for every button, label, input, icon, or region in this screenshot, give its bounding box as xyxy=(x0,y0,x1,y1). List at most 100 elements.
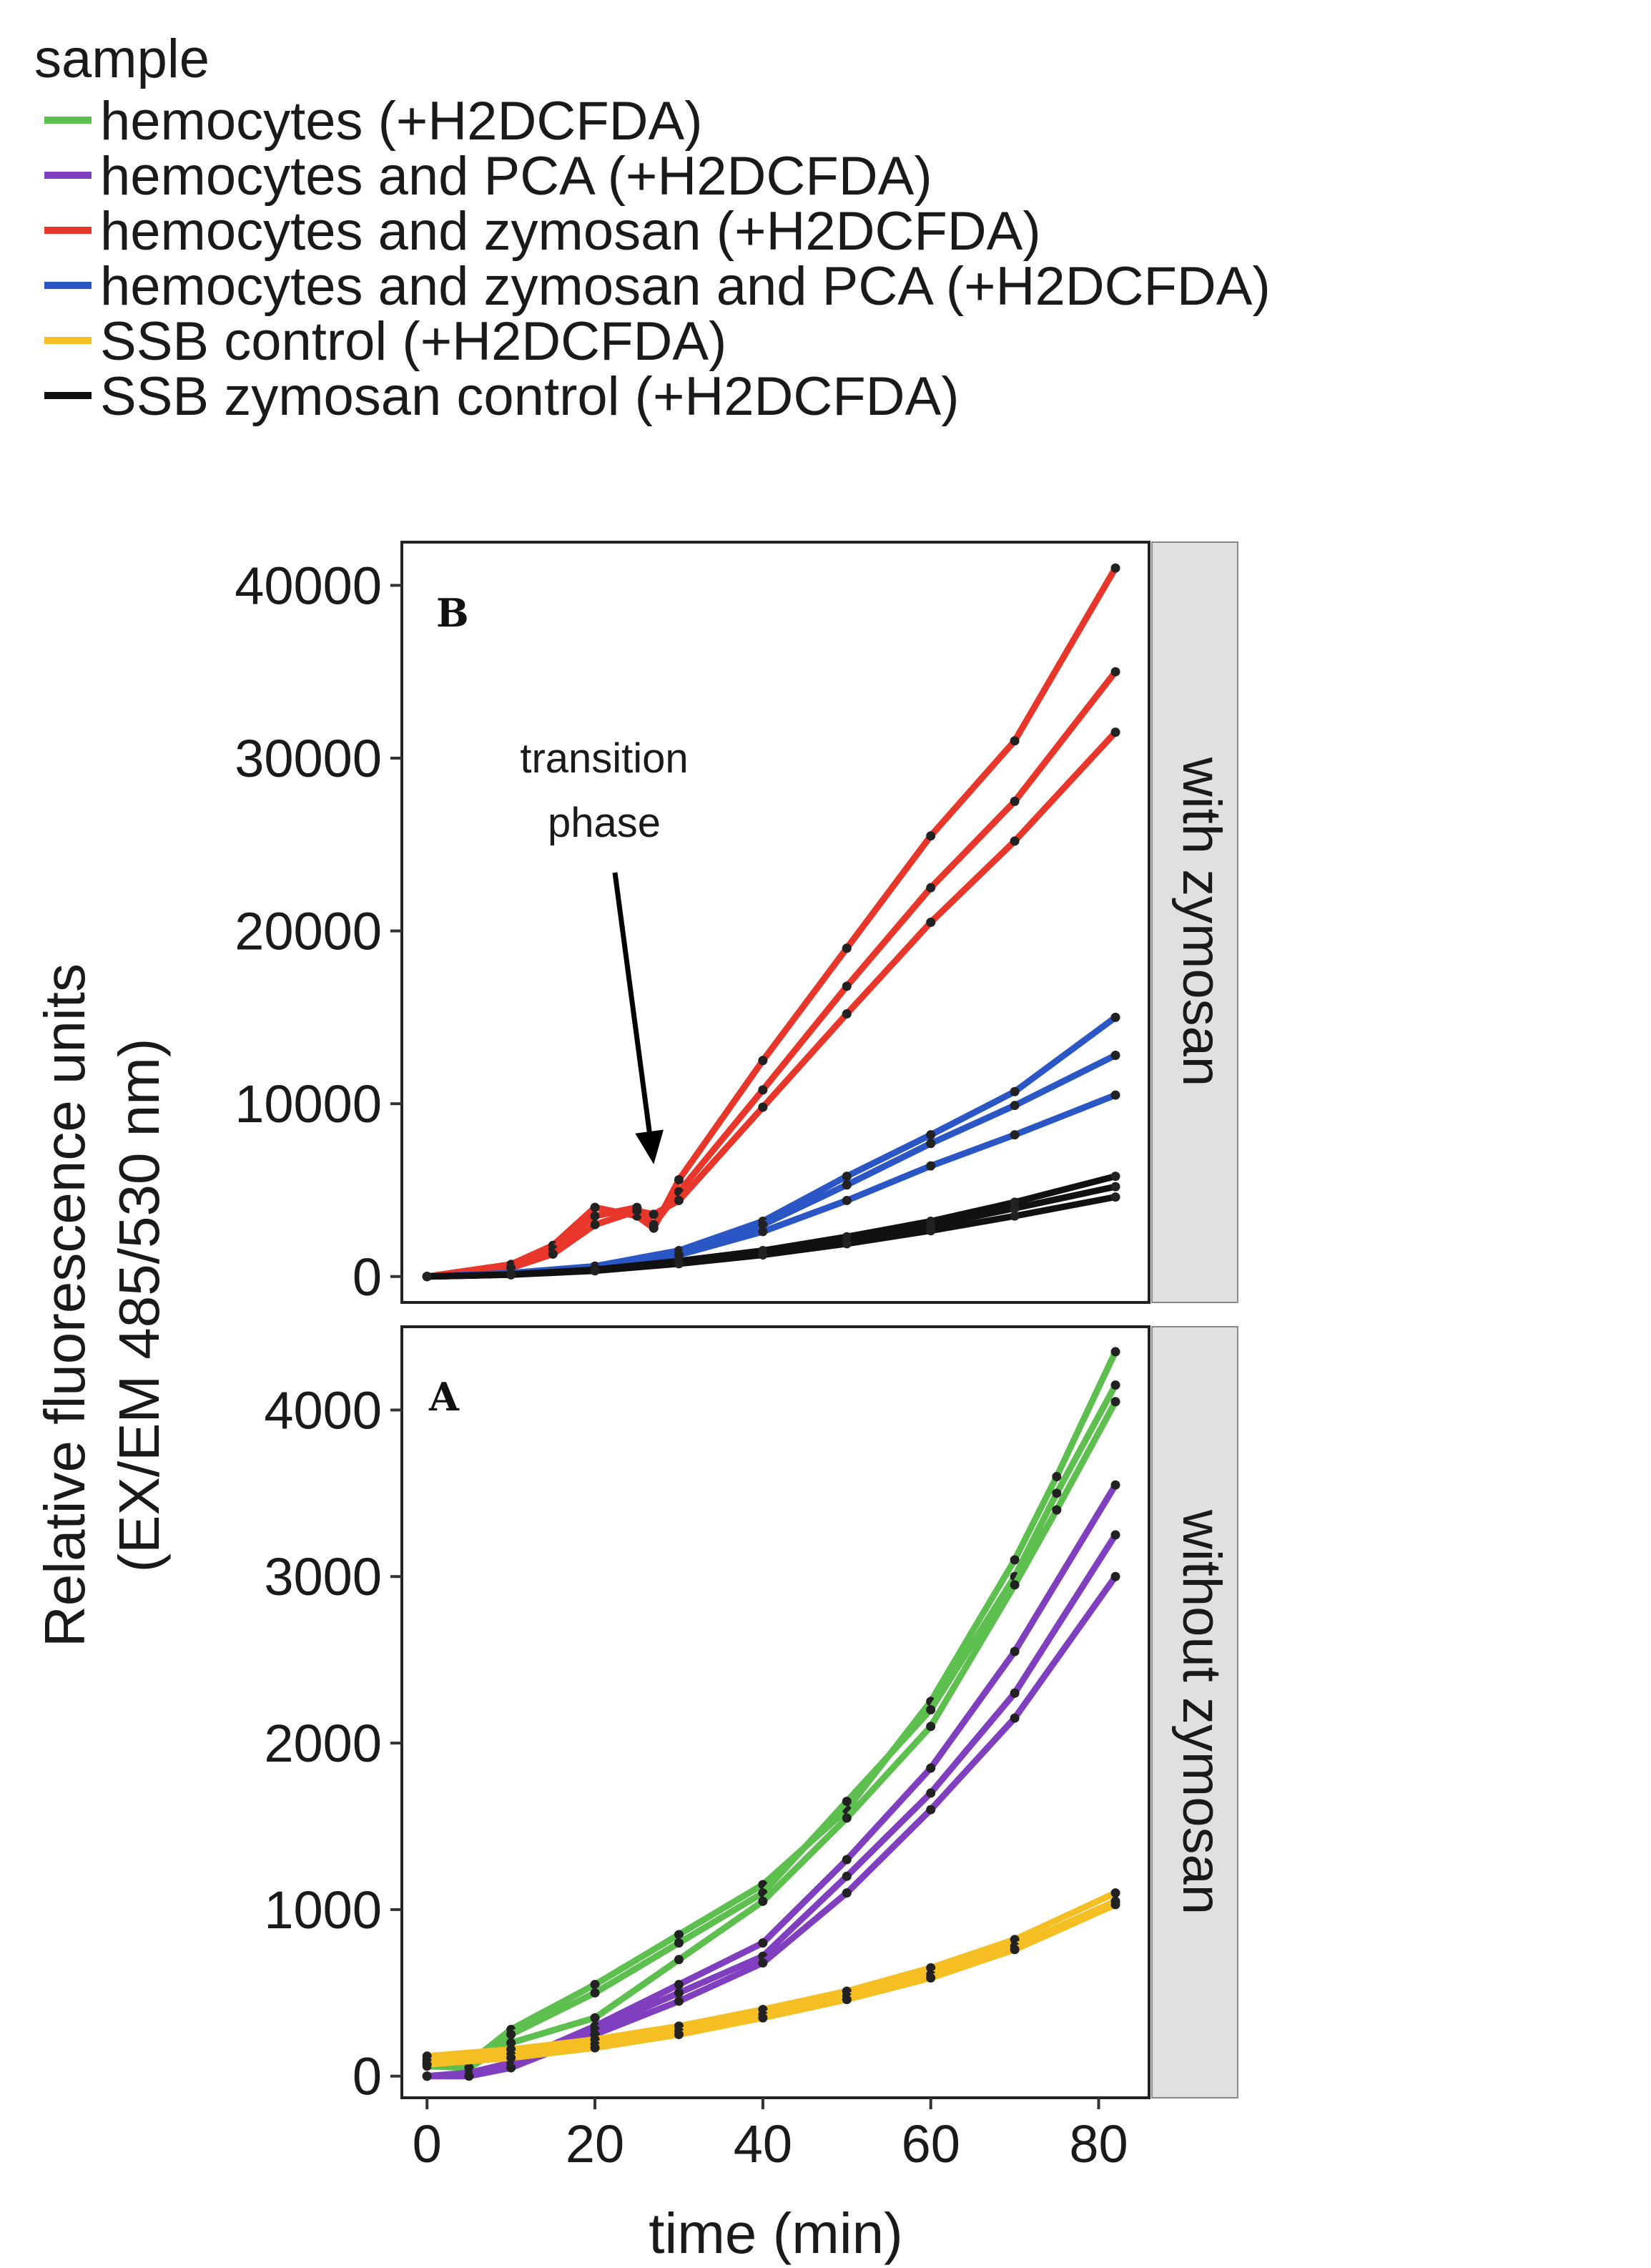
data-point xyxy=(590,2013,600,2023)
y-axis-title-line2: (EX/EM 485/530 nm) xyxy=(107,1039,171,1573)
data-point xyxy=(1110,1182,1120,1192)
data-point xyxy=(1010,1130,1020,1140)
legend-label: SSB control (+H2DCFDA) xyxy=(100,311,726,372)
legend-entry: SSB zymosan control (+H2DCFDA) xyxy=(44,366,960,427)
data-point xyxy=(926,1788,936,1798)
data-point xyxy=(926,1763,936,1773)
strip-label: with zymosan xyxy=(1171,757,1232,1086)
panel-border xyxy=(400,541,1150,1304)
y-tick-label: 20000 xyxy=(235,902,382,961)
data-point xyxy=(1110,1380,1120,1390)
data-point xyxy=(1110,1090,1120,1100)
panel-with-zymosan: with zymosan B 0 10000 20000 30000 40000 tra… xyxy=(235,541,1238,1307)
data-point xyxy=(926,1161,936,1171)
data-point xyxy=(926,1973,936,1983)
y-tick-label: 1000 xyxy=(264,1880,382,1940)
data-point xyxy=(1010,1101,1020,1111)
data-point xyxy=(1052,1488,1062,1498)
data-point xyxy=(674,1259,684,1269)
data-point xyxy=(1110,1347,1120,1357)
data-point xyxy=(842,1195,852,1205)
data-point xyxy=(758,1938,768,1948)
data-point xyxy=(1010,736,1020,746)
data-point xyxy=(842,1797,852,1807)
data-point xyxy=(926,1722,936,1732)
data-point xyxy=(926,883,936,893)
data-point xyxy=(1010,1713,1020,1723)
y-tick-label: 2000 xyxy=(264,1714,382,1773)
data-point xyxy=(674,1930,684,1940)
data-point xyxy=(548,1249,558,1259)
panel-label: A xyxy=(428,1374,460,1420)
data-point xyxy=(674,1955,684,1965)
data-point xyxy=(590,1988,600,1998)
legend: sample hemocytes (+H2DCFDA) hemocytes an… xyxy=(34,29,1271,427)
data-point xyxy=(842,1009,852,1019)
annotation-arrow xyxy=(612,872,652,1132)
data-point xyxy=(926,1139,936,1149)
data-point xyxy=(1110,1530,1120,1540)
strip-label: without zymosan xyxy=(1171,1509,1232,1915)
x-tick-label: 60 xyxy=(902,2114,960,2174)
data-point xyxy=(926,1805,936,1815)
data-point xyxy=(506,2030,516,2040)
data-point xyxy=(1110,727,1120,737)
data-point xyxy=(842,943,852,953)
data-point xyxy=(758,1227,768,1237)
legend-entry: hemocytes (+H2DCFDA) xyxy=(44,91,703,152)
annotation-arrowhead xyxy=(635,1129,664,1164)
y-tick-label: 40000 xyxy=(235,556,382,615)
data-point xyxy=(926,918,936,927)
annotation-line2: phase xyxy=(548,800,661,846)
data-point xyxy=(590,2043,600,2053)
legend-label: hemocytes and zymosan and PCA (+H2DCFDA) xyxy=(100,256,1271,317)
data-point xyxy=(590,1980,600,1990)
annotation-line1: transition xyxy=(520,735,688,782)
strip xyxy=(1151,1326,1238,2098)
data-point xyxy=(842,1871,852,1881)
series-layer xyxy=(422,1347,1120,2081)
data-point xyxy=(926,1705,936,1715)
data-point xyxy=(506,1270,516,1280)
data-point xyxy=(1010,1646,1020,1656)
legend-label: hemocytes (+H2DCFDA) xyxy=(100,91,703,152)
x-tick-label: 80 xyxy=(1069,2114,1128,2174)
data-point xyxy=(1010,1203,1020,1213)
data-point xyxy=(842,1995,852,2005)
data-point xyxy=(1010,1580,1020,1590)
panel-without-zymosan: without zymosan A 0 1000 2000 3000 4000 xyxy=(264,1325,1238,2106)
data-point xyxy=(842,1855,852,1865)
y-tick-label: 10000 xyxy=(235,1074,382,1134)
data-point xyxy=(926,1130,936,1140)
data-point xyxy=(758,1085,768,1095)
data-point xyxy=(842,981,852,991)
data-point xyxy=(506,2038,516,2048)
data-point xyxy=(506,2053,516,2063)
data-point xyxy=(842,1180,852,1190)
data-point xyxy=(1110,1051,1120,1061)
data-point xyxy=(926,1226,936,1236)
data-point xyxy=(1110,1571,1120,1581)
series-line xyxy=(423,729,1119,1280)
series-line xyxy=(423,1573,1119,2080)
data-point xyxy=(1110,1397,1120,1407)
data-point xyxy=(758,2013,768,2023)
data-point xyxy=(1110,1192,1120,1202)
data-point xyxy=(1110,563,1120,573)
data-point xyxy=(674,1980,684,1990)
legend-label: hemocytes and PCA (+H2DCFDA) xyxy=(100,146,932,207)
legend-entry: hemocytes and zymosan and PCA (+H2DCFDA) xyxy=(44,256,1271,317)
y-tick-label: 0 xyxy=(353,2047,382,2106)
data-point xyxy=(842,1172,852,1182)
y-axis-title-line1: Relative fluorescence units xyxy=(33,963,97,1647)
annotation: transition phase xyxy=(520,735,689,1164)
data-point xyxy=(1052,1472,1062,1482)
y-tick-label: 0 xyxy=(353,1247,382,1307)
data-point xyxy=(926,831,936,841)
data-point xyxy=(674,1988,684,1998)
y-tick-label: 30000 xyxy=(235,729,382,788)
data-point xyxy=(1110,1172,1120,1182)
x-axis-title: time (min) xyxy=(649,2201,903,2265)
data-point xyxy=(758,1056,768,1066)
